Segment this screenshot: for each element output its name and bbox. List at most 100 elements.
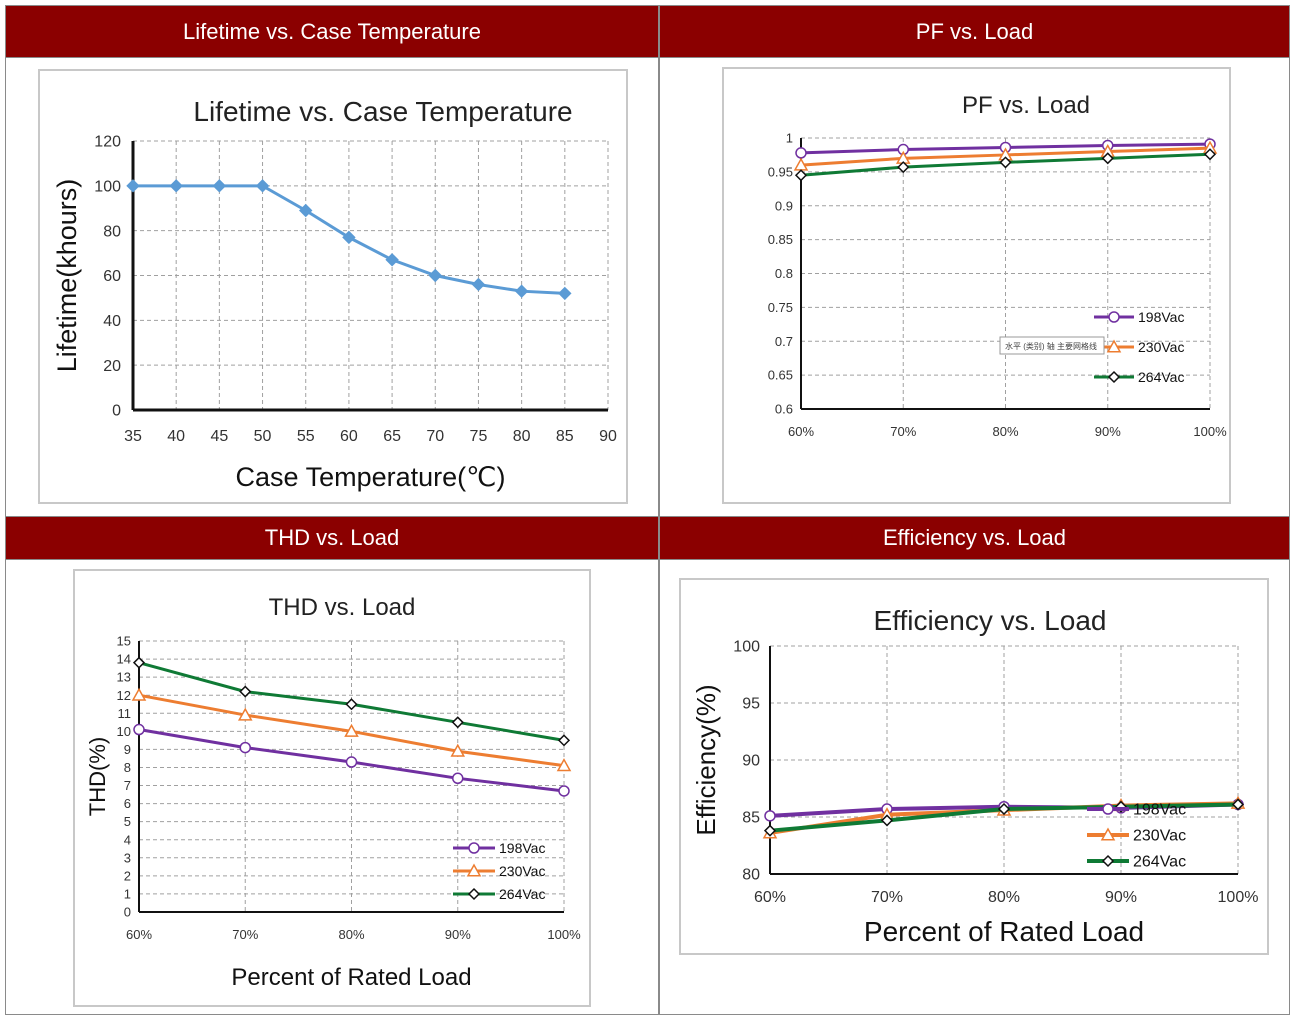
legend-label: 230Vac	[1133, 828, 1186, 845]
panel-header-lifetime: Lifetime vs. Case Temperature	[6, 6, 658, 57]
y-tick-label: 8	[124, 760, 131, 775]
x-tick-label: 40	[167, 428, 185, 445]
legend-label: 198Vac	[1138, 309, 1184, 325]
data-point	[1231, 798, 1245, 811]
table-divider-middle	[5, 516, 1290, 517]
y-tick-label: 85	[742, 810, 760, 827]
x-tick-label: 100%	[547, 927, 581, 942]
data-point	[428, 268, 442, 283]
y-tick-label: 15	[117, 634, 131, 649]
y-tick-label: 12	[117, 688, 131, 703]
y-tick-label: 0.9	[775, 198, 793, 213]
data-point	[558, 785, 570, 797]
gridline-tooltip-text: 水平 (类别) 轴 主要网格线	[1005, 341, 1097, 351]
gridline-tooltip-box	[999, 336, 1105, 355]
x-tick-label: 90%	[1105, 889, 1137, 906]
data-point	[794, 169, 808, 182]
legend-label: 198Vac	[1133, 802, 1186, 819]
chart-frame-lifetime: Lifetime vs. Case Temperature 0 20 40 60 80 10…	[38, 69, 628, 504]
chart-title: THD vs. Load	[269, 594, 416, 621]
data-point	[897, 161, 910, 174]
x-tick-label: 65	[383, 428, 401, 445]
x-tick-label: 90%	[445, 927, 471, 942]
x-axis-label: Percent of Rated Load	[231, 964, 471, 991]
data-point	[169, 179, 183, 193]
x-tick-label: 70	[426, 428, 444, 445]
x-tick-label: 60	[340, 428, 358, 445]
data-point	[212, 179, 227, 193]
data-point	[237, 707, 253, 721]
panel-header-thd: THD vs. Load	[6, 517, 658, 559]
x-tick-label: 70%	[871, 889, 903, 906]
y-tick-label: 0.7	[775, 334, 793, 349]
legend-marker	[1108, 311, 1120, 323]
x-tick-label: 80%	[992, 424, 1018, 439]
y-tick-label: 100	[94, 178, 121, 195]
chart-title: Lifetime vs. Case Temperature	[193, 96, 572, 127]
y-tick-label: 80	[742, 867, 760, 884]
data-point	[345, 698, 358, 711]
y-tick-label: 100	[733, 639, 760, 656]
y-tick-label: 95	[742, 696, 760, 713]
data-point	[385, 253, 399, 267]
x-tick-label: 55	[297, 428, 315, 445]
y-tick-label: 0.65	[768, 368, 793, 383]
legend-marker	[1106, 339, 1122, 353]
chart-title: PF vs. Load	[962, 92, 1090, 119]
legend-label: 264Vac	[1133, 854, 1186, 871]
x-tick-label: 70%	[890, 424, 916, 439]
data-point	[451, 716, 464, 729]
x-tick-label: 90%	[1095, 424, 1121, 439]
y-tick-label: 0.75	[768, 300, 793, 315]
data-point	[997, 802, 1011, 816]
data-point	[255, 179, 270, 193]
data-point	[239, 741, 251, 754]
pf-chart: PF vs. Load 0.6 0.65 0.7 0.75 0.8 0.85 0.9 0.95 1…	[768, 92, 1227, 439]
legend-label: 264Vac	[1138, 369, 1184, 385]
table-divider-lower	[5, 559, 1290, 560]
panel-header-efficiency: Efficiency vs. Load	[660, 517, 1289, 559]
data-point	[344, 723, 359, 737]
legend-label: 264Vac	[499, 886, 545, 902]
data-point	[558, 286, 572, 301]
y-axis-label: Efficiency(%)	[691, 684, 721, 835]
x-tick-label: 35	[124, 428, 142, 445]
data-point	[1101, 152, 1114, 165]
x-tick-label: 100%	[1218, 889, 1259, 906]
y-tick-label: 0	[112, 403, 121, 420]
data-point	[880, 814, 894, 827]
chart-title: Efficiency vs. Load	[874, 605, 1107, 636]
x-tick-label: 75	[470, 428, 488, 445]
x-tick-label: 60%	[788, 424, 814, 439]
data-point	[556, 758, 572, 772]
data-point	[999, 156, 1012, 169]
y-tick-label: 5	[124, 814, 131, 829]
y-tick-label: 1	[124, 886, 131, 901]
data-point	[795, 147, 807, 159]
x-tick-label: 100%	[1193, 424, 1227, 439]
y-tick-label: 80	[103, 223, 121, 240]
chart-frame-efficiency: Efficiency vs. Load 80 85 90 95 100 60% 70% 80% 9…	[679, 578, 1269, 955]
data-point	[450, 743, 466, 757]
x-tick-label: 50	[254, 428, 272, 445]
legend-marker	[467, 887, 481, 901]
data-point	[133, 723, 145, 736]
data-point	[1203, 148, 1217, 161]
y-tick-label: 2	[124, 868, 131, 883]
x-tick-label: 80	[513, 428, 531, 445]
legend-marker	[1101, 854, 1115, 868]
data-point	[239, 685, 252, 698]
y-tick-label: 60	[103, 268, 121, 285]
data-point	[763, 824, 777, 837]
legend-marker	[1102, 803, 1114, 815]
y-tick-label: 9	[124, 742, 131, 757]
data-point	[557, 734, 571, 747]
data-point	[299, 203, 313, 218]
legend-marker	[1100, 827, 1116, 841]
table-divider-vertical	[658, 5, 660, 1015]
legend-marker	[466, 863, 482, 877]
chart-frame-thd: THD vs. Load 0 1 2 3 4 5 6 7 8 9 10 11 12 13 14 15 60% 70%…	[73, 569, 591, 1007]
y-tick-label: 20	[103, 358, 121, 375]
data-point	[514, 284, 529, 298]
